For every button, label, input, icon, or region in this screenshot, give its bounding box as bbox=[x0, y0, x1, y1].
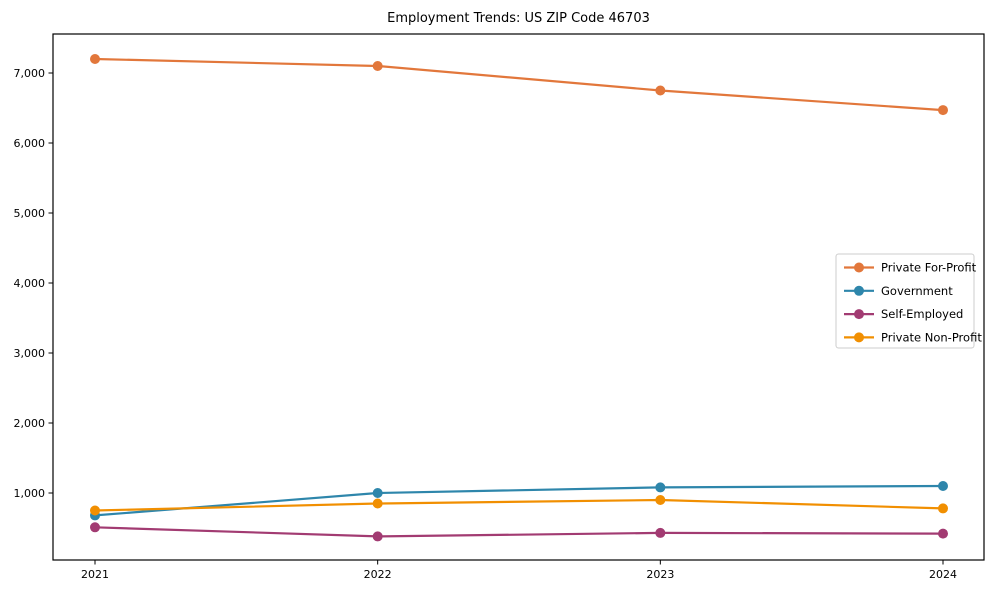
x-axis-tick-label: 2021 bbox=[81, 568, 109, 581]
plot-frame bbox=[52, 33, 985, 561]
y-axis-tick-label: 7,000 bbox=[14, 67, 46, 80]
y-axis-tick-label: 4,000 bbox=[14, 277, 46, 290]
series-marker-private-non-profit bbox=[938, 503, 948, 514]
series-marker-self-employed bbox=[90, 522, 100, 533]
series-line-government bbox=[94, 484, 944, 517]
x-axis-tick-label: 2024 bbox=[929, 568, 957, 581]
series-line-private-non-profit bbox=[94, 498, 944, 512]
series-marker-self-employed bbox=[372, 531, 383, 542]
legend-marker-self-employed bbox=[854, 309, 864, 320]
y-axis-tick-label: 3,000 bbox=[14, 347, 46, 360]
series-marker-private-for-profit bbox=[372, 60, 383, 71]
legend-label-government: Government bbox=[881, 284, 953, 298]
series-marker-private-for-profit bbox=[655, 85, 666, 96]
x-axis-tick-label: 2022 bbox=[364, 568, 392, 581]
y-axis-tick-label: 2,000 bbox=[14, 417, 46, 430]
legend-box bbox=[835, 253, 975, 349]
legend-label-private-non-profit: Private Non-Profit bbox=[881, 330, 982, 344]
series-marker-government bbox=[938, 481, 948, 492]
chart-title: Employment Trends: US ZIP Code 46703 bbox=[387, 11, 650, 26]
series-marker-private-for-profit bbox=[938, 105, 948, 116]
series-marker-private-for-profit bbox=[90, 53, 100, 64]
legend-marker-government bbox=[854, 285, 864, 296]
y-axis-tick-label: 5,000 bbox=[14, 207, 46, 220]
y-axis-tick-label: 1,000 bbox=[14, 487, 46, 500]
series-marker-government bbox=[655, 482, 666, 493]
series-marker-self-employed bbox=[938, 528, 948, 539]
legend-marker-private-non-profit bbox=[854, 332, 864, 343]
series-marker-self-employed bbox=[655, 527, 666, 538]
series-marker-private-non-profit bbox=[90, 505, 100, 516]
series-line-self-employed bbox=[94, 526, 944, 538]
series-line-private-for-profit bbox=[94, 57, 944, 112]
legend-marker-private-for-profit bbox=[854, 262, 864, 273]
legend-label-private-for-profit: Private For-Profit bbox=[881, 261, 977, 275]
y-axis-tick-label: 6,000 bbox=[14, 137, 46, 150]
legend-label-self-employed: Self-Employed bbox=[881, 307, 963, 321]
series-marker-private-non-profit bbox=[372, 498, 383, 509]
series-marker-government bbox=[372, 488, 383, 499]
x-axis-tick-label: 2023 bbox=[646, 568, 674, 581]
series-marker-private-non-profit bbox=[655, 495, 666, 506]
